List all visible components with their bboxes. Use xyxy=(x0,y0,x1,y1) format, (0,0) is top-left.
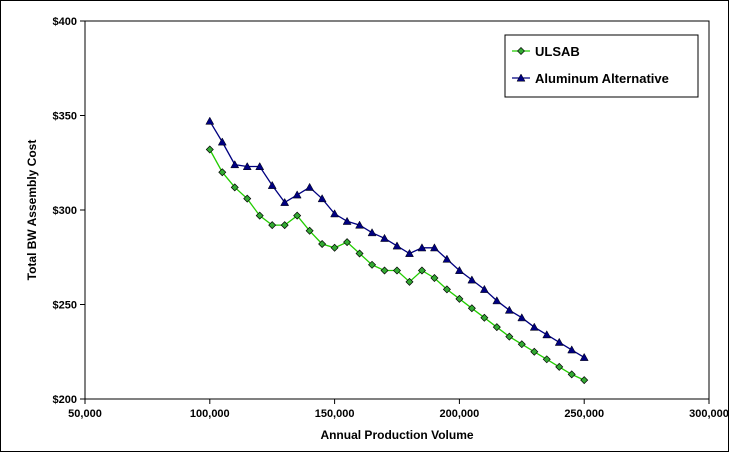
x-axis-label: Annual Production Volume xyxy=(320,428,473,442)
data-point xyxy=(380,233,389,242)
legend-marker xyxy=(516,73,526,82)
x-tick-label: 300,000 xyxy=(689,408,729,420)
data-point xyxy=(554,337,564,346)
data-point xyxy=(567,345,577,354)
data-point xyxy=(579,352,589,361)
data-point xyxy=(555,362,564,371)
data-point xyxy=(205,145,214,154)
data-point xyxy=(517,340,526,349)
series-1 xyxy=(205,116,589,361)
data-point xyxy=(368,260,377,269)
data-point xyxy=(255,211,264,220)
data-point xyxy=(455,294,464,303)
data-point xyxy=(230,160,240,169)
data-point xyxy=(243,194,252,203)
data-point xyxy=(205,116,215,125)
x-tick-label: 250,000 xyxy=(564,408,604,420)
legend-marker xyxy=(517,47,525,55)
y-tick-label: $350 xyxy=(53,111,77,123)
data-point xyxy=(330,209,340,218)
legend-box xyxy=(504,34,699,98)
data-point xyxy=(430,243,439,252)
data-point xyxy=(267,180,277,189)
data-point xyxy=(317,194,327,203)
data-point xyxy=(217,137,227,146)
x-tick-label: 150,000 xyxy=(315,408,355,420)
data-point xyxy=(355,249,364,258)
data-point xyxy=(542,355,551,364)
series-0 xyxy=(205,145,589,385)
data-point xyxy=(405,248,414,257)
series-layer xyxy=(205,116,589,385)
data-point xyxy=(293,211,302,220)
data-point xyxy=(492,323,501,332)
data-point xyxy=(342,216,352,225)
data-point xyxy=(355,220,364,229)
data-point xyxy=(504,305,514,314)
data-point xyxy=(467,275,477,284)
data-point xyxy=(517,313,527,322)
x-tick-label: 200,000 xyxy=(440,408,480,420)
data-point xyxy=(480,313,489,322)
data-point xyxy=(393,266,401,275)
data-point xyxy=(442,285,451,294)
legend-items: ULSAB Aluminum Alternative xyxy=(512,44,669,86)
data-point xyxy=(417,243,427,252)
y-axis-label: Total BW Assembly Cost xyxy=(25,140,39,281)
y-tick-label: $300 xyxy=(53,205,77,217)
y-tick-label: $200 xyxy=(53,394,77,406)
data-point xyxy=(343,238,352,247)
data-point xyxy=(492,296,502,305)
data-point xyxy=(467,304,476,313)
data-point xyxy=(479,284,489,293)
x-axis: 50,000 100,000 150,000 200,000 250,000 300,00… xyxy=(68,399,729,420)
data-point xyxy=(255,162,265,170)
data-point xyxy=(268,221,277,230)
data-point xyxy=(442,254,452,263)
data-point xyxy=(417,266,426,275)
data-point xyxy=(567,370,576,379)
data-point xyxy=(392,241,402,250)
data-point xyxy=(218,168,227,177)
data-point xyxy=(529,322,539,331)
data-point xyxy=(530,347,539,356)
y-tick-label: $400 xyxy=(53,16,77,28)
data-point xyxy=(230,183,239,192)
data-point xyxy=(542,330,552,339)
data-point xyxy=(280,197,290,206)
data-point xyxy=(280,221,289,230)
x-tick-label: 50,000 xyxy=(68,408,102,420)
legend-label: Aluminum Alternative xyxy=(535,71,669,86)
data-point xyxy=(430,274,439,283)
data-point xyxy=(305,182,315,191)
y-tick-label: $250 xyxy=(53,300,77,312)
legend-label: ULSAB xyxy=(535,44,580,59)
data-point xyxy=(380,266,389,275)
data-point xyxy=(242,162,252,170)
y-axis: $200 $250 $300 $350 $400 xyxy=(53,16,85,406)
data-point xyxy=(292,190,302,199)
data-point xyxy=(405,277,414,286)
legend: ULSAB Aluminum Alternative xyxy=(504,34,699,98)
data-point xyxy=(305,226,314,235)
data-point xyxy=(580,376,589,385)
data-point xyxy=(454,265,464,274)
x-tick-label: 100,000 xyxy=(190,408,230,420)
data-point xyxy=(367,228,377,237)
data-point xyxy=(330,243,339,252)
data-point xyxy=(505,332,514,341)
data-point xyxy=(318,240,327,249)
